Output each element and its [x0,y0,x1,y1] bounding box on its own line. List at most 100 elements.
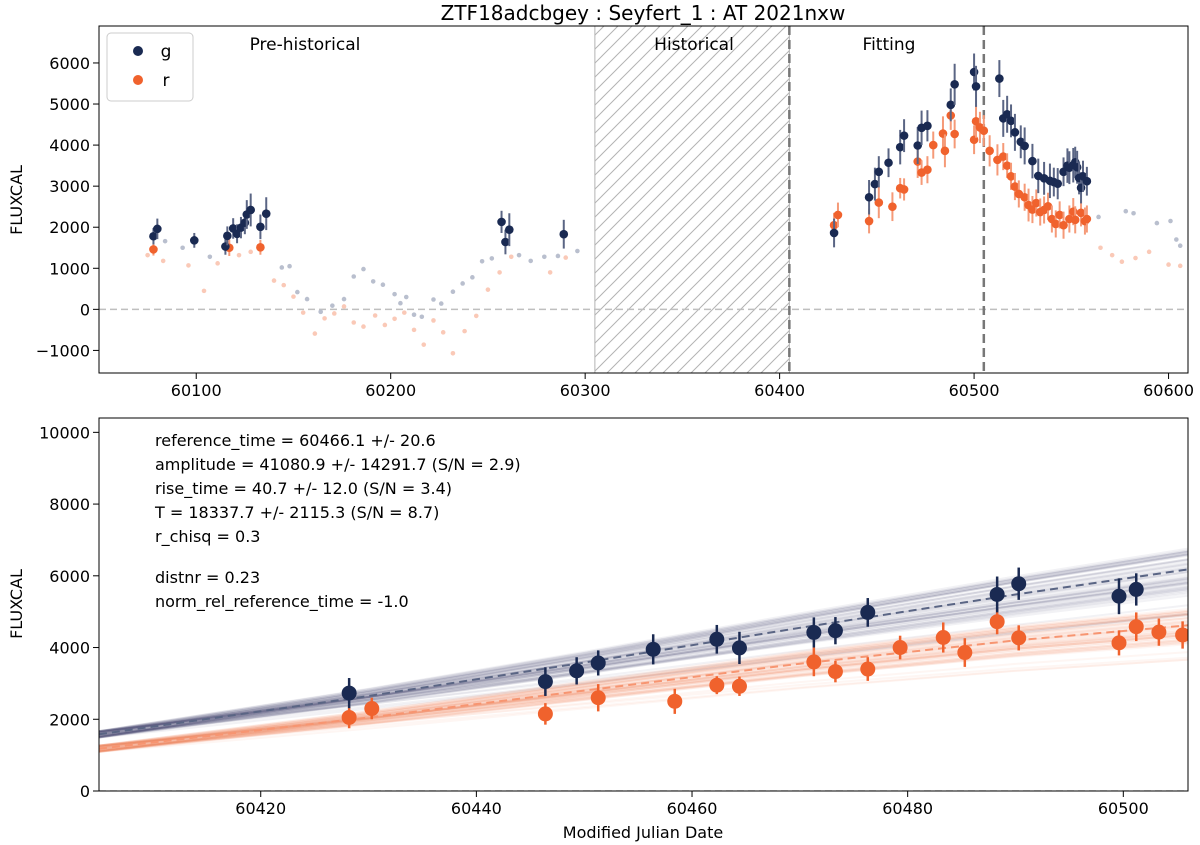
annotation-norm-rel-reference-time: norm_rel_reference_time = -1.0 [155,592,409,612]
data-point-r [971,116,981,126]
model-sample-r [99,611,1188,750]
data-point-r [998,152,1008,161]
data-point-r [341,709,357,725]
model-sample-r [99,610,1188,747]
data-point-r [888,202,897,211]
model-sample-g [99,612,1188,733]
faint-point-g [341,296,347,302]
faint-point-r [392,316,397,322]
data-point-r [1055,210,1064,220]
faint-point-g [380,282,386,288]
region-label-fitting: Fitting [863,35,916,55]
x-tick-label: 60480 [882,799,933,818]
faint-point-g [450,289,456,294]
faint-point-r [411,327,417,333]
data-point-r [1028,205,1037,214]
faint-point-r [382,322,388,328]
faint-point-r [236,252,242,258]
y-tick-label: 1000 [49,259,90,278]
data-point-g [261,209,271,218]
faint-point-r [186,263,191,268]
model-sample-g [99,547,1188,733]
data-point-g [806,624,822,640]
faint-point-g [207,254,213,260]
top-axes-frame [98,25,1189,374]
model-sample-r [99,658,1188,753]
data-point-r [1020,192,1029,202]
model-sample-r [99,612,1188,750]
faint-point-r [1177,263,1183,269]
data-point-g [971,82,981,91]
model-sample-r [99,611,1188,750]
faint-point-g [318,309,323,315]
data-point-g [950,80,959,89]
data-point-r [827,664,843,680]
data-point-r [709,677,725,693]
faint-point-r [312,331,318,336]
model-sample-g [99,588,1188,738]
data-point-r [957,645,973,661]
faint-point-r [421,342,427,347]
data-point-r [892,640,908,656]
data-point-g [590,655,606,671]
faint-point-r [372,313,378,318]
model-sample-r [99,633,1188,751]
data-point-g [709,631,725,647]
data-point-g [827,623,843,639]
model-sample-r [99,609,1188,747]
data-point-r [938,129,948,138]
bottom-x-ticks: 60420 60440 60460 60480 60500 [235,791,1149,818]
model-sample-g [99,553,1188,734]
data-point-g [829,228,839,238]
faint-points-layer [145,208,1183,356]
faint-point-r [160,258,166,264]
model-sample-g [99,571,1188,738]
x-tick-label: 60440 [451,799,502,818]
data-point-g [1028,156,1037,166]
faint-point-r [1098,245,1103,251]
model-sample-r [99,615,1188,747]
data-point-r [940,146,950,156]
model-sample-g [99,577,1188,738]
faint-point-r [1146,249,1152,255]
model-sample-g [99,563,1188,739]
data-point-r [1076,208,1086,218]
faint-point-g [489,256,495,261]
model-sample-g [99,558,1188,736]
data-point-g [505,225,514,234]
bottom-axes-frame [98,417,1189,792]
model-sample-g [99,584,1188,734]
faint-point-g [555,253,561,259]
data-point-r [864,216,874,226]
model-sample-r [99,617,1188,750]
model-sample-g [99,587,1188,737]
data-point-r [989,614,1005,630]
model-sample-r [99,630,1188,747]
data-point-g [189,236,199,245]
model-sample-r [99,641,1188,753]
faint-point-g [295,289,300,295]
data-point-g [501,237,510,247]
faint-point-g [330,303,335,308]
model-sample-g [99,591,1188,738]
faint-point-g [287,263,292,269]
faint-point-g [1123,208,1129,214]
faint-point-g [1096,214,1101,220]
model-median-r [99,624,1188,750]
model-sample-g [99,563,1188,733]
model-sample-r [99,617,1188,749]
model-sample-g [99,588,1188,739]
model-sample-r [99,621,1188,753]
top-y-label: FLUXCAL [7,165,26,235]
faint-point-r [440,330,446,335]
legend: g r [106,32,194,102]
legend-marker-r [133,75,143,85]
data-point-r [1002,161,1012,170]
data-point-g [895,142,905,152]
model-sample-r [99,638,1188,753]
data-point-r [149,245,158,254]
faint-point-r [450,350,456,356]
data-point-g [256,222,265,232]
annotation-reference-time: reference_time = 60466.1 +/- 20.6 [155,431,436,451]
